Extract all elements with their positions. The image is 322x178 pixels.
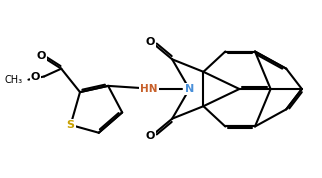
Text: O: O (146, 131, 155, 141)
Text: CH₃: CH₃ (4, 75, 22, 85)
Text: O: O (146, 37, 155, 47)
Text: O: O (31, 72, 40, 82)
Text: HN: HN (140, 84, 157, 94)
Text: S: S (67, 120, 75, 130)
Text: O: O (36, 51, 46, 61)
Text: N: N (185, 84, 194, 94)
